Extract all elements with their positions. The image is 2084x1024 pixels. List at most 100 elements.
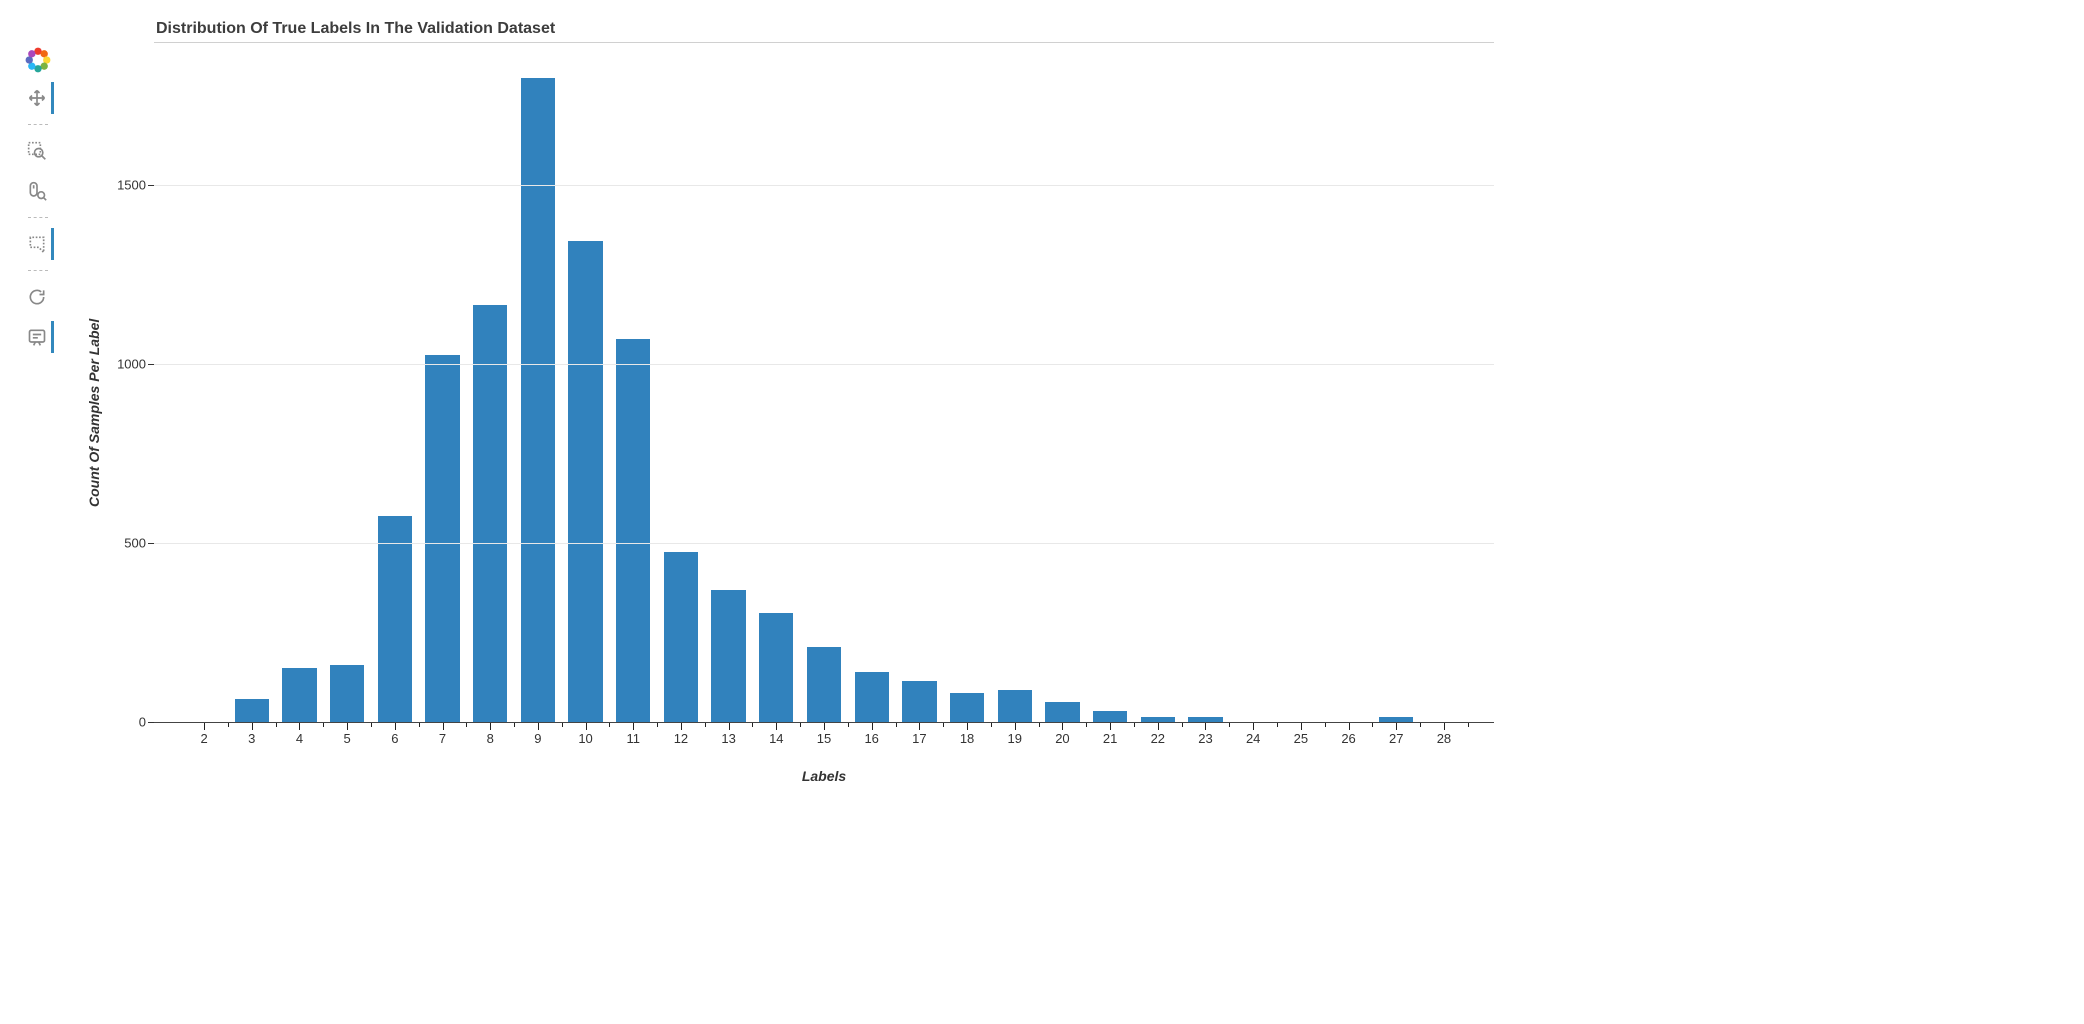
x-tick — [872, 723, 873, 730]
x-minor-tick — [419, 723, 420, 727]
x-axis-label: Labels — [154, 768, 1494, 784]
x-minor-tick — [752, 723, 753, 727]
x-minor-tick — [705, 723, 706, 727]
x-tick-label: 17 — [912, 731, 926, 746]
x-minor-tick — [991, 723, 992, 727]
x-tick-label: 4 — [296, 731, 303, 746]
y-tick-label: 1500 — [117, 178, 146, 193]
bar[interactable] — [282, 668, 316, 722]
x-tick-label: 11 — [627, 731, 641, 746]
x-tick — [967, 723, 968, 730]
x-tick-label: 26 — [1341, 731, 1355, 746]
x-tick — [681, 723, 682, 730]
x-tick — [1301, 723, 1302, 730]
x-tick — [824, 723, 825, 730]
bokeh-logo-icon[interactable] — [24, 46, 52, 74]
x-minor-tick — [1039, 723, 1040, 727]
x-tick — [1062, 723, 1063, 730]
y-tick-label: 0 — [139, 715, 146, 730]
x-minor-tick — [848, 723, 849, 727]
x-tick — [1253, 723, 1254, 730]
x-tick — [1015, 723, 1016, 730]
plot-area[interactable] — [154, 42, 1494, 722]
x-tick — [1396, 723, 1397, 730]
reset-icon[interactable] — [22, 281, 54, 313]
bar[interactable] — [568, 241, 602, 722]
x-tick — [919, 723, 920, 730]
x-minor-tick — [943, 723, 944, 727]
bar[interactable] — [521, 78, 555, 722]
bar[interactable] — [473, 305, 507, 722]
x-tick — [1349, 723, 1350, 730]
lasso-select-icon[interactable] — [22, 228, 54, 260]
x-minor-tick — [1086, 723, 1087, 727]
x-minor-tick — [1182, 723, 1183, 727]
separator — [28, 270, 48, 271]
bar[interactable] — [855, 672, 889, 722]
x-tick-label: 27 — [1389, 731, 1403, 746]
bar[interactable] — [1045, 702, 1079, 722]
x-tick-label: 2 — [200, 731, 207, 746]
pan-icon[interactable] — [22, 82, 54, 114]
x-minor-tick — [800, 723, 801, 727]
x-minor-tick — [466, 723, 467, 727]
x-minor-tick — [514, 723, 515, 727]
x-tick-label: 7 — [439, 731, 446, 746]
x-tick-label: 5 — [344, 731, 351, 746]
grid-line — [154, 185, 1494, 186]
bar[interactable] — [330, 665, 364, 722]
x-minor-tick — [323, 723, 324, 727]
separator — [28, 124, 48, 125]
x-tick-label: 25 — [1294, 731, 1308, 746]
y-axis: 050010001500 — [102, 42, 154, 722]
bar[interactable] — [616, 339, 650, 722]
box-zoom-icon[interactable] — [22, 135, 54, 167]
x-tick — [395, 723, 396, 730]
bar[interactable] — [902, 681, 936, 722]
x-tick-label: 3 — [248, 731, 255, 746]
x-tick-label: 28 — [1437, 731, 1451, 746]
x-minor-tick — [276, 723, 277, 727]
x-tick-label: 19 — [1008, 731, 1022, 746]
bar[interactable] — [711, 590, 745, 722]
x-tick — [1444, 723, 1445, 730]
x-minor-tick — [371, 723, 372, 727]
x-minor-tick — [657, 723, 658, 727]
x-tick-label: 22 — [1151, 731, 1165, 746]
x-tick-label: 8 — [487, 731, 494, 746]
x-minor-tick — [1372, 723, 1373, 727]
grid-line — [154, 543, 1494, 544]
x-minor-tick — [1325, 723, 1326, 727]
x-tick-label: 21 — [1103, 731, 1117, 746]
x-tick — [538, 723, 539, 730]
bar[interactable] — [664, 552, 698, 722]
bar[interactable] — [235, 699, 269, 722]
x-tick — [729, 723, 730, 730]
bar[interactable] — [807, 647, 841, 722]
bar[interactable] — [759, 613, 793, 722]
x-tick — [490, 723, 491, 730]
x-tick — [443, 723, 444, 730]
bar[interactable] — [378, 516, 412, 722]
x-minor-tick — [896, 723, 897, 727]
y-axis-label: Count Of Samples Per Label — [86, 42, 102, 784]
chart-title: Distribution Of True Labels In The Valid… — [156, 20, 2064, 38]
x-tick-label: 6 — [391, 731, 398, 746]
hover-icon[interactable] — [22, 321, 54, 353]
y-tick-label: 1000 — [117, 357, 146, 372]
bar[interactable] — [998, 690, 1032, 722]
x-tick — [204, 723, 205, 730]
x-tick-label: 13 — [721, 731, 735, 746]
y-tick-label: 500 — [124, 536, 146, 551]
x-minor-tick — [228, 723, 229, 727]
x-tick-label: 18 — [960, 731, 974, 746]
bar[interactable] — [425, 355, 459, 722]
x-tick — [586, 723, 587, 730]
x-minor-tick — [562, 723, 563, 727]
x-tick — [776, 723, 777, 730]
wheel-zoom-icon[interactable] — [22, 175, 54, 207]
x-minor-tick — [1277, 723, 1278, 727]
bar[interactable] — [950, 693, 984, 722]
bar[interactable] — [1093, 711, 1127, 722]
toolbar — [20, 20, 56, 353]
